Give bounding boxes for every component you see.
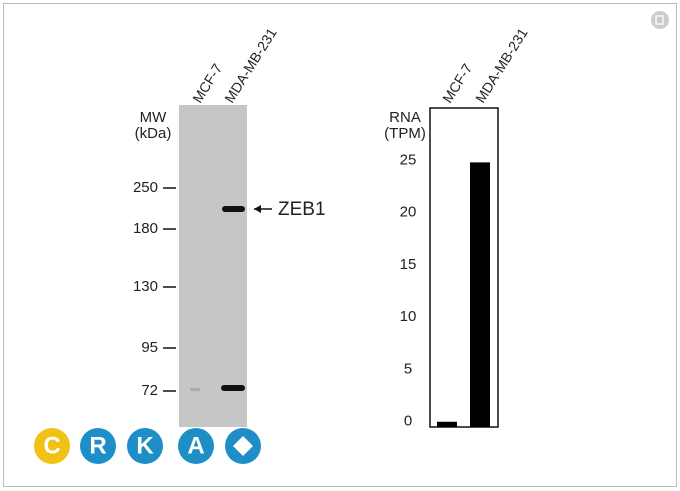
y-tick-label: 5	[404, 360, 412, 377]
mw-label: 130	[133, 278, 158, 295]
logo-letter: R	[89, 432, 106, 459]
band	[222, 206, 245, 212]
blot-membrane	[179, 105, 247, 427]
logo-circle	[34, 428, 70, 464]
y-tick-label: 25	[400, 151, 417, 168]
y-tick-label: 15	[400, 256, 417, 273]
band-label: ZEB1	[278, 199, 326, 220]
logo-letter: K	[136, 432, 154, 459]
icon-glyph	[655, 15, 664, 25]
y-tick-label: 0	[404, 413, 412, 430]
logo-circle	[178, 428, 214, 464]
y-label: RNA	[389, 109, 421, 126]
logo-letter: C	[43, 432, 60, 459]
logo-circle	[80, 428, 116, 464]
logo-circle	[127, 428, 163, 464]
icon[interactable]	[651, 11, 669, 29]
mw-label: 95	[141, 339, 158, 356]
mw-label: 72	[141, 382, 158, 399]
frame	[3, 3, 677, 487]
logo-letter: A	[187, 432, 204, 459]
mw-title: MW	[140, 109, 167, 126]
mw-unit: (kDa)	[135, 125, 172, 142]
mw-label: 250	[133, 179, 158, 196]
logo-glyph	[233, 436, 253, 456]
y-unit: (TPM)	[384, 125, 426, 142]
mw-label: 180	[133, 220, 158, 237]
y-tick-label: 10	[400, 308, 417, 325]
arrow-head	[254, 205, 261, 213]
band	[221, 385, 245, 391]
bar	[470, 162, 490, 427]
band	[190, 388, 200, 391]
bar	[437, 421, 457, 427]
plot-frame	[429, 107, 499, 428]
y-tick-label: 20	[400, 204, 417, 221]
